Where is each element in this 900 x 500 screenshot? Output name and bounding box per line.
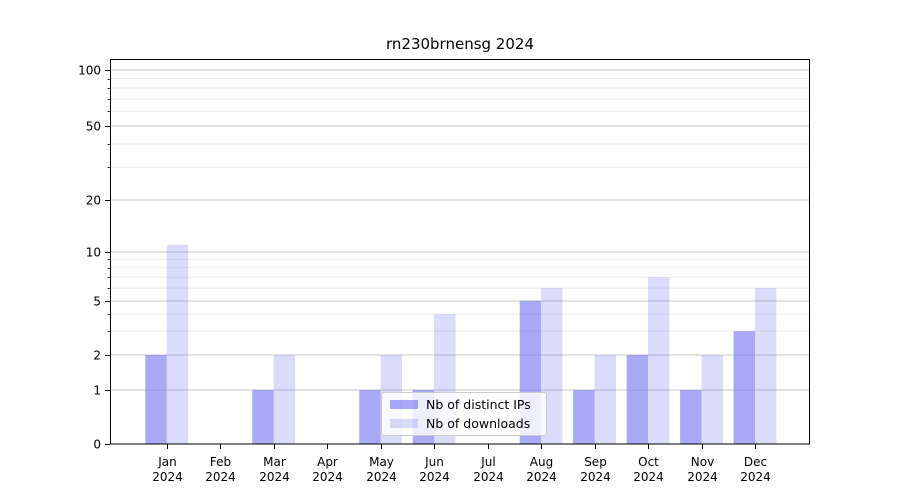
- x-tick-label-month: Mar: [263, 455, 286, 469]
- bar-distinct-ips-jan: [145, 355, 167, 444]
- y-tick-label: 100: [78, 64, 101, 78]
- x-tick-label-month: Jun: [424, 455, 444, 469]
- x-tick-label-year: 2024: [526, 470, 557, 484]
- legend-label-downloads: Nb of downloads: [426, 416, 531, 431]
- legend-swatch-downloads-icon: [390, 419, 418, 428]
- x-tick-label-month: Nov: [691, 455, 714, 469]
- y-tick-label: 20: [86, 194, 101, 208]
- y-tick-label: 10: [86, 246, 101, 260]
- x-axis-ticks: Jan2024Feb2024Mar2024Apr2024May2024Jun20…: [152, 444, 771, 484]
- x-tick-label-year: 2024: [740, 470, 771, 484]
- y-tick-label: 1: [93, 384, 101, 398]
- bar-distinct-ips-dec: [733, 331, 755, 444]
- x-tick-label-year: 2024: [259, 470, 290, 484]
- x-tick-label-year: 2024: [687, 470, 718, 484]
- y-minor-gridlines: [111, 78, 809, 332]
- legend-item-downloads: Nb of downloads: [390, 416, 546, 431]
- x-tick-label-month: Oct: [638, 455, 659, 469]
- x-tick-label-year: 2024: [633, 470, 664, 484]
- x-tick-label-year: 2024: [366, 470, 397, 484]
- x-tick-label-year: 2024: [312, 470, 343, 484]
- bar-distinct-ips-oct: [626, 355, 649, 444]
- bar-downloads-mar: [273, 355, 296, 444]
- x-tick-label-month: Feb: [210, 455, 231, 469]
- plot-frame: [110, 59, 810, 445]
- legend-item-distinct-ips: Nb of distinct IPs: [390, 397, 546, 412]
- bar-downloads-nov: [701, 355, 723, 444]
- x-tick-label-year: 2024: [473, 470, 504, 484]
- y-axis-ticks: 0 1 2 5 10 20 50 100: [78, 64, 110, 452]
- x-tick-label-month: May: [369, 455, 394, 469]
- y-tick-label: 2: [93, 349, 101, 363]
- y-tick-label: 0: [93, 438, 101, 452]
- chart-title: rn230brnensg 2024: [386, 35, 534, 53]
- bar-downloads-oct: [648, 277, 670, 444]
- bar-distinct-ips-mar: [252, 390, 274, 444]
- x-tick-label-year: 2024: [580, 470, 611, 484]
- bar-downloads-dec: [755, 288, 777, 444]
- y-major-gridlines: [111, 69, 809, 391]
- bar-downloads-sep: [594, 355, 616, 444]
- x-tick-label-month: Jan: [157, 455, 177, 469]
- x-tick-label-month: Dec: [744, 455, 767, 469]
- x-tick-label-year: 2024: [419, 470, 450, 484]
- y-tick-label: 50: [86, 120, 101, 134]
- bar-distinct-ips-may: [359, 390, 381, 444]
- bar-distinct-ips-sep: [573, 390, 595, 444]
- legend-label-distinct-ips: Nb of distinct IPs: [426, 397, 531, 412]
- y-tick-label: 5: [93, 295, 101, 309]
- x-tick-label-month: Sep: [584, 455, 607, 469]
- legend-swatch-distinct-ips-icon: [390, 400, 418, 409]
- x-tick-label-year: 2024: [152, 470, 183, 484]
- bar-distinct-ips-nov: [680, 390, 702, 444]
- x-tick-label-month: Jul: [480, 455, 495, 469]
- bar-downloads-jan: [166, 244, 189, 444]
- legend: Nb of distinct IPs Nb of downloads: [381, 392, 547, 436]
- x-tick-label-month: Apr: [317, 455, 338, 469]
- x-tick-label-year: 2024: [205, 470, 236, 484]
- x-tick-label-month: Aug: [530, 455, 553, 469]
